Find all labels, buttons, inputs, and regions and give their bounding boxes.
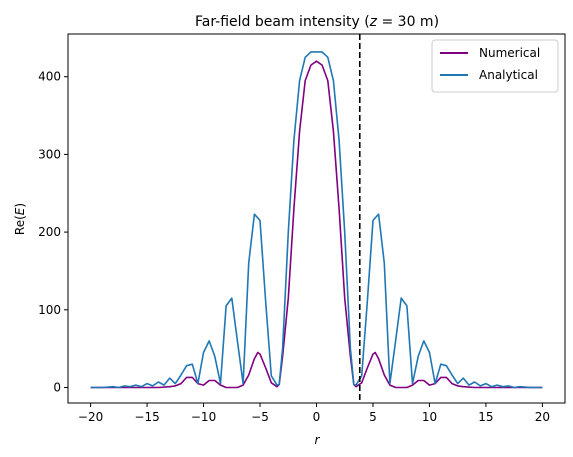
y-tick-label: 200 [38, 225, 61, 239]
y-axis: 0 100 200 300 400 [38, 70, 68, 394]
x-tick-label: 5 [369, 410, 377, 424]
y-tick-label: 0 [53, 380, 61, 394]
x-tick-label: −20 [78, 410, 103, 424]
x-tick-label: −10 [191, 410, 216, 424]
x-tick-label: −5 [251, 410, 269, 424]
legend-label-numerical: Numerical [479, 46, 540, 60]
x-tick-label: 20 [535, 410, 550, 424]
series-line-numerical [90, 60, 543, 389]
series-group [90, 51, 543, 389]
legend-label-analytical: Analytical [479, 68, 538, 82]
y-tick-label: 300 [38, 147, 61, 161]
x-axis: −20 −15 −10 −5 0 5 10 15 20 [78, 403, 550, 424]
series-line-analytical [90, 51, 543, 389]
x-tick-label: 15 [478, 410, 493, 424]
x-tick-label: 0 [313, 410, 321, 424]
x-tick-label: −15 [134, 410, 159, 424]
y-axis-label: Re(E) [13, 203, 27, 235]
legend: Numerical Analytical [431, 39, 559, 93]
chart-title: Far-field beam intensity (z = 30 m) [195, 14, 439, 30]
y-tick-label: 100 [38, 303, 61, 317]
x-tick-label: 10 [422, 410, 437, 424]
y-tick-label: 400 [38, 70, 61, 84]
x-axis-label: r [315, 433, 321, 447]
